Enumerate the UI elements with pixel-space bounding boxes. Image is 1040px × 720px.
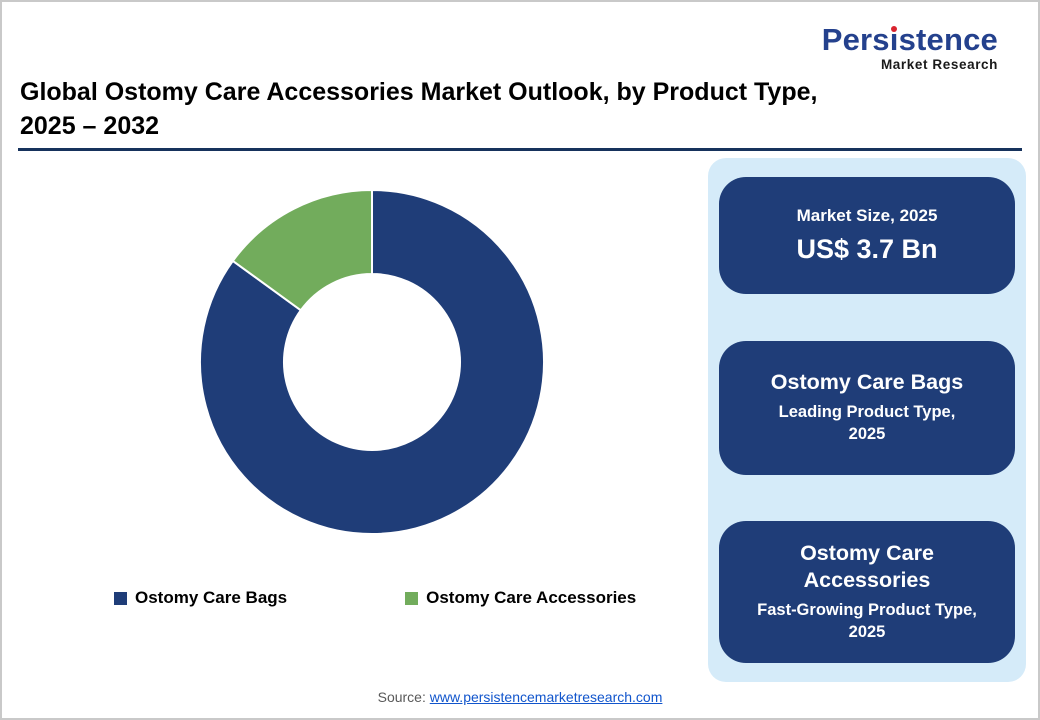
source-line: Source: www.persistencemarketresearch.co… xyxy=(2,689,1038,705)
page-title-line1: Global Ostomy Care Accessories Market Ou… xyxy=(20,78,818,106)
donut-slice-ostomy-care-accessories xyxy=(231,188,373,312)
logo-brand-text: Persı stence xyxy=(821,22,998,57)
pmr-logo: Persı stence Market Research xyxy=(821,22,998,72)
leading-product-name: Ostomy Care Bags xyxy=(770,370,964,395)
fast-growing-product-name: Ostomy Care Accessories xyxy=(800,541,934,593)
market-size-label: Market Size, 2025 xyxy=(796,206,938,226)
market-size-card: Market Size, 2025 US$ 3.7 Bn xyxy=(719,177,1015,294)
chart-legend: Ostomy Care Bags Ostomy Care Accessories xyxy=(114,588,636,608)
highlights-panel: Market Size, 2025 US$ 3.7 Bn Ostomy Care… xyxy=(708,158,1026,682)
legend-swatch-ostomy-care-bags xyxy=(114,591,127,605)
donut-chart xyxy=(199,188,545,535)
fast-growing-product-card: Ostomy Care Accessories Fast-Growing Pro… xyxy=(719,521,1015,663)
legend-item-ostomy-care-accessories: Ostomy Care Accessories xyxy=(405,588,636,608)
logo-subtitle: Market Research xyxy=(880,56,998,72)
source-link[interactable]: www.persistencemarketresearch.com xyxy=(429,689,663,705)
legend-label-ostomy-care-accessories: Ostomy Care Accessories xyxy=(426,588,637,607)
legend-label-ostomy-care-bags: Ostomy Care Bags xyxy=(135,588,288,607)
market-size-value: US$ 3.7 Bn xyxy=(796,234,938,265)
page-title: Global Ostomy Care Accessories Market Ou… xyxy=(20,76,817,144)
legend-item-ostomy-care-bags: Ostomy Care Bags xyxy=(114,588,287,608)
legend-swatch-ostomy-care-accessories xyxy=(405,591,419,605)
title-divider xyxy=(18,148,1022,151)
logo-red-dot-icon xyxy=(891,26,898,32)
donut-slice-ostomy-care-bags xyxy=(199,188,545,535)
source-label: Source: xyxy=(377,689,426,705)
page-title-line2: 2025 – 2032 xyxy=(20,111,160,140)
leading-product-caption: Leading Product Type, 2025 xyxy=(778,403,956,444)
leading-product-card: Ostomy Care Bags Leading Product Type, 2… xyxy=(719,340,1015,475)
fast-growing-product-caption: Fast-Growing Product Type, 2025 xyxy=(757,601,977,642)
